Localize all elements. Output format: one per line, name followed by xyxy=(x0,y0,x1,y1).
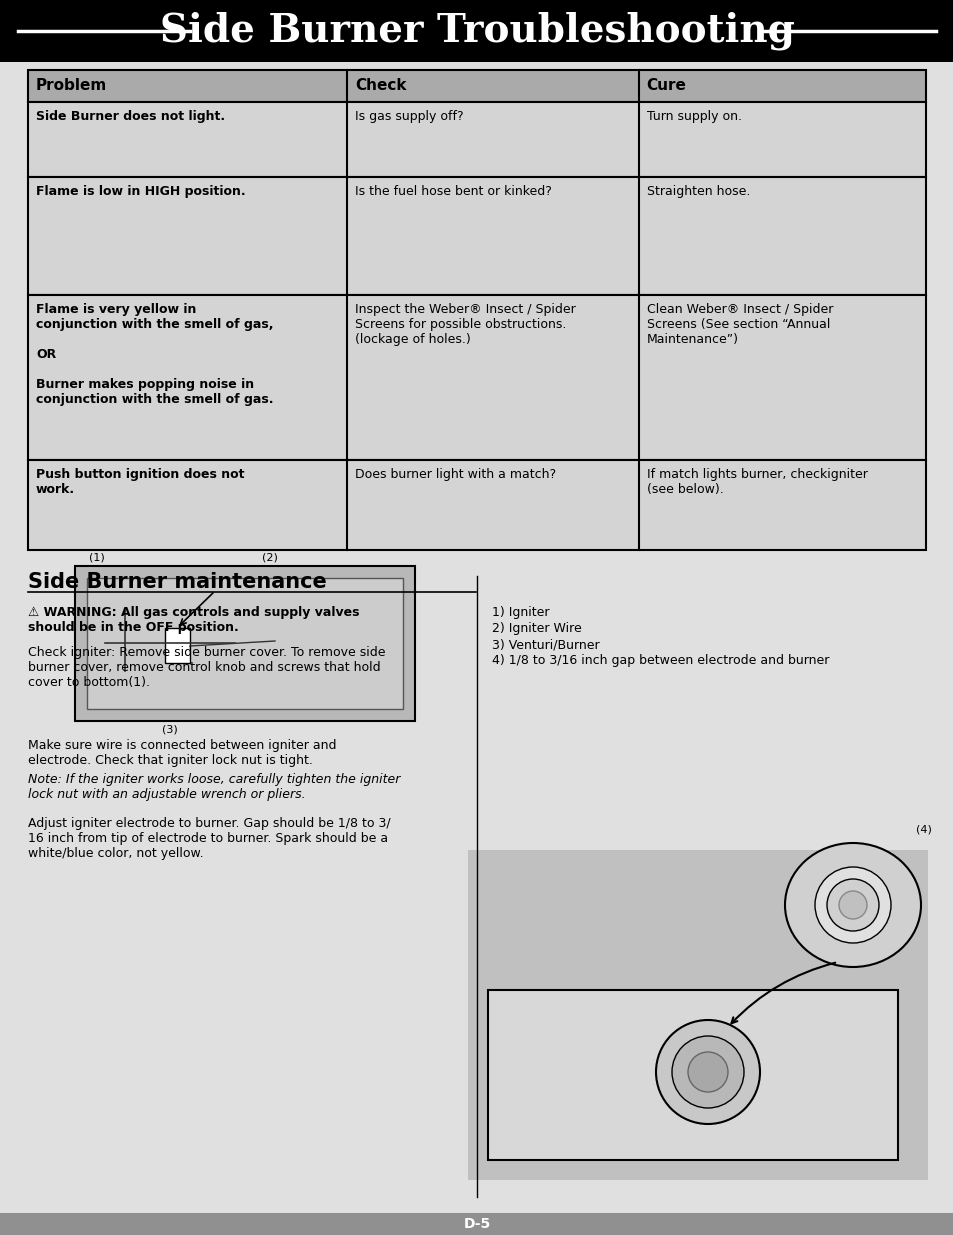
Text: Problem: Problem xyxy=(36,79,107,94)
Text: (4): (4) xyxy=(915,825,931,835)
Text: Flame is very yellow in
conjunction with the smell of gas,

OR

Burner makes pop: Flame is very yellow in conjunction with… xyxy=(36,303,274,406)
Text: 2) Igniter Wire: 2) Igniter Wire xyxy=(492,622,581,635)
Text: Make sure wire is connected between igniter and
electrode. Check that igniter lo: Make sure wire is connected between igni… xyxy=(28,739,336,767)
Text: D-5: D-5 xyxy=(463,1216,490,1231)
Bar xyxy=(0,1213,953,1235)
Bar xyxy=(28,459,925,550)
Circle shape xyxy=(838,890,866,919)
Text: Cure: Cure xyxy=(646,79,686,94)
Text: (3): (3) xyxy=(162,724,177,734)
Text: Note: If the igniter works loose, carefully tighten the igniter
lock nut with an: Note: If the igniter works loose, carefu… xyxy=(28,773,400,802)
Text: ⚠ WARNING: All gas controls and supply valves
should be in the OFF position.: ⚠ WARNING: All gas controls and supply v… xyxy=(28,606,359,634)
Circle shape xyxy=(814,867,890,944)
Bar xyxy=(28,103,925,177)
Bar xyxy=(28,295,925,459)
Text: (1): (1) xyxy=(89,553,105,563)
Text: Is the fuel hose bent or kinked?: Is the fuel hose bent or kinked? xyxy=(355,185,551,198)
Text: Adjust igniter electrode to burner. Gap should be 1/8 to 3/
16 inch from tip of : Adjust igniter electrode to burner. Gap … xyxy=(28,818,390,860)
Text: Side Burner maintenance: Side Burner maintenance xyxy=(28,572,327,592)
Text: Clean Weber® Insect / Spider
Screens (See section “Annual
Maintenance”): Clean Weber® Insect / Spider Screens (Se… xyxy=(646,303,832,346)
Text: Is gas supply off?: Is gas supply off? xyxy=(355,110,463,124)
Circle shape xyxy=(826,879,878,931)
Text: Flame is low in HIGH position.: Flame is low in HIGH position. xyxy=(36,185,245,198)
Text: 3) Venturi/Burner: 3) Venturi/Burner xyxy=(492,638,599,651)
Text: Side Burner Troubleshooting: Side Burner Troubleshooting xyxy=(159,12,794,51)
Text: Does burner light with a match?: Does burner light with a match? xyxy=(355,468,556,480)
Text: Check: Check xyxy=(355,79,406,94)
Bar xyxy=(87,578,402,709)
Text: 1) Igniter: 1) Igniter xyxy=(492,606,549,619)
Bar xyxy=(165,629,190,663)
Bar xyxy=(28,103,925,177)
Circle shape xyxy=(656,1020,760,1124)
Text: Inspect the Weber® Insect / Spider
Screens for possible obstructions.
(lockage o: Inspect the Weber® Insect / Spider Scree… xyxy=(355,303,575,346)
Bar xyxy=(28,70,925,103)
Bar xyxy=(0,0,953,62)
Text: If match lights burner, checkigniter
(see below).: If match lights burner, checkigniter (se… xyxy=(646,468,866,496)
Text: (2): (2) xyxy=(262,553,277,563)
Bar xyxy=(28,70,925,103)
Bar xyxy=(28,459,925,550)
Text: Straighten hose.: Straighten hose. xyxy=(646,185,749,198)
Text: 4) 1/8 to 3/16 inch gap between electrode and burner: 4) 1/8 to 3/16 inch gap between electrod… xyxy=(492,655,828,667)
Text: Check igniter: Remove side burner cover. To remove side
burner cover, remove con: Check igniter: Remove side burner cover.… xyxy=(28,646,385,689)
Bar xyxy=(28,177,925,295)
Bar xyxy=(28,295,925,459)
Circle shape xyxy=(687,1052,727,1092)
Bar xyxy=(468,850,927,1179)
Text: Turn supply on.: Turn supply on. xyxy=(646,110,740,124)
Bar xyxy=(75,566,415,721)
Polygon shape xyxy=(488,990,897,1160)
Bar xyxy=(28,177,925,295)
Text: Side Burner does not light.: Side Burner does not light. xyxy=(36,110,225,124)
Ellipse shape xyxy=(784,844,920,967)
Text: Push button ignition does not
work.: Push button ignition does not work. xyxy=(36,468,244,496)
Circle shape xyxy=(671,1036,743,1108)
